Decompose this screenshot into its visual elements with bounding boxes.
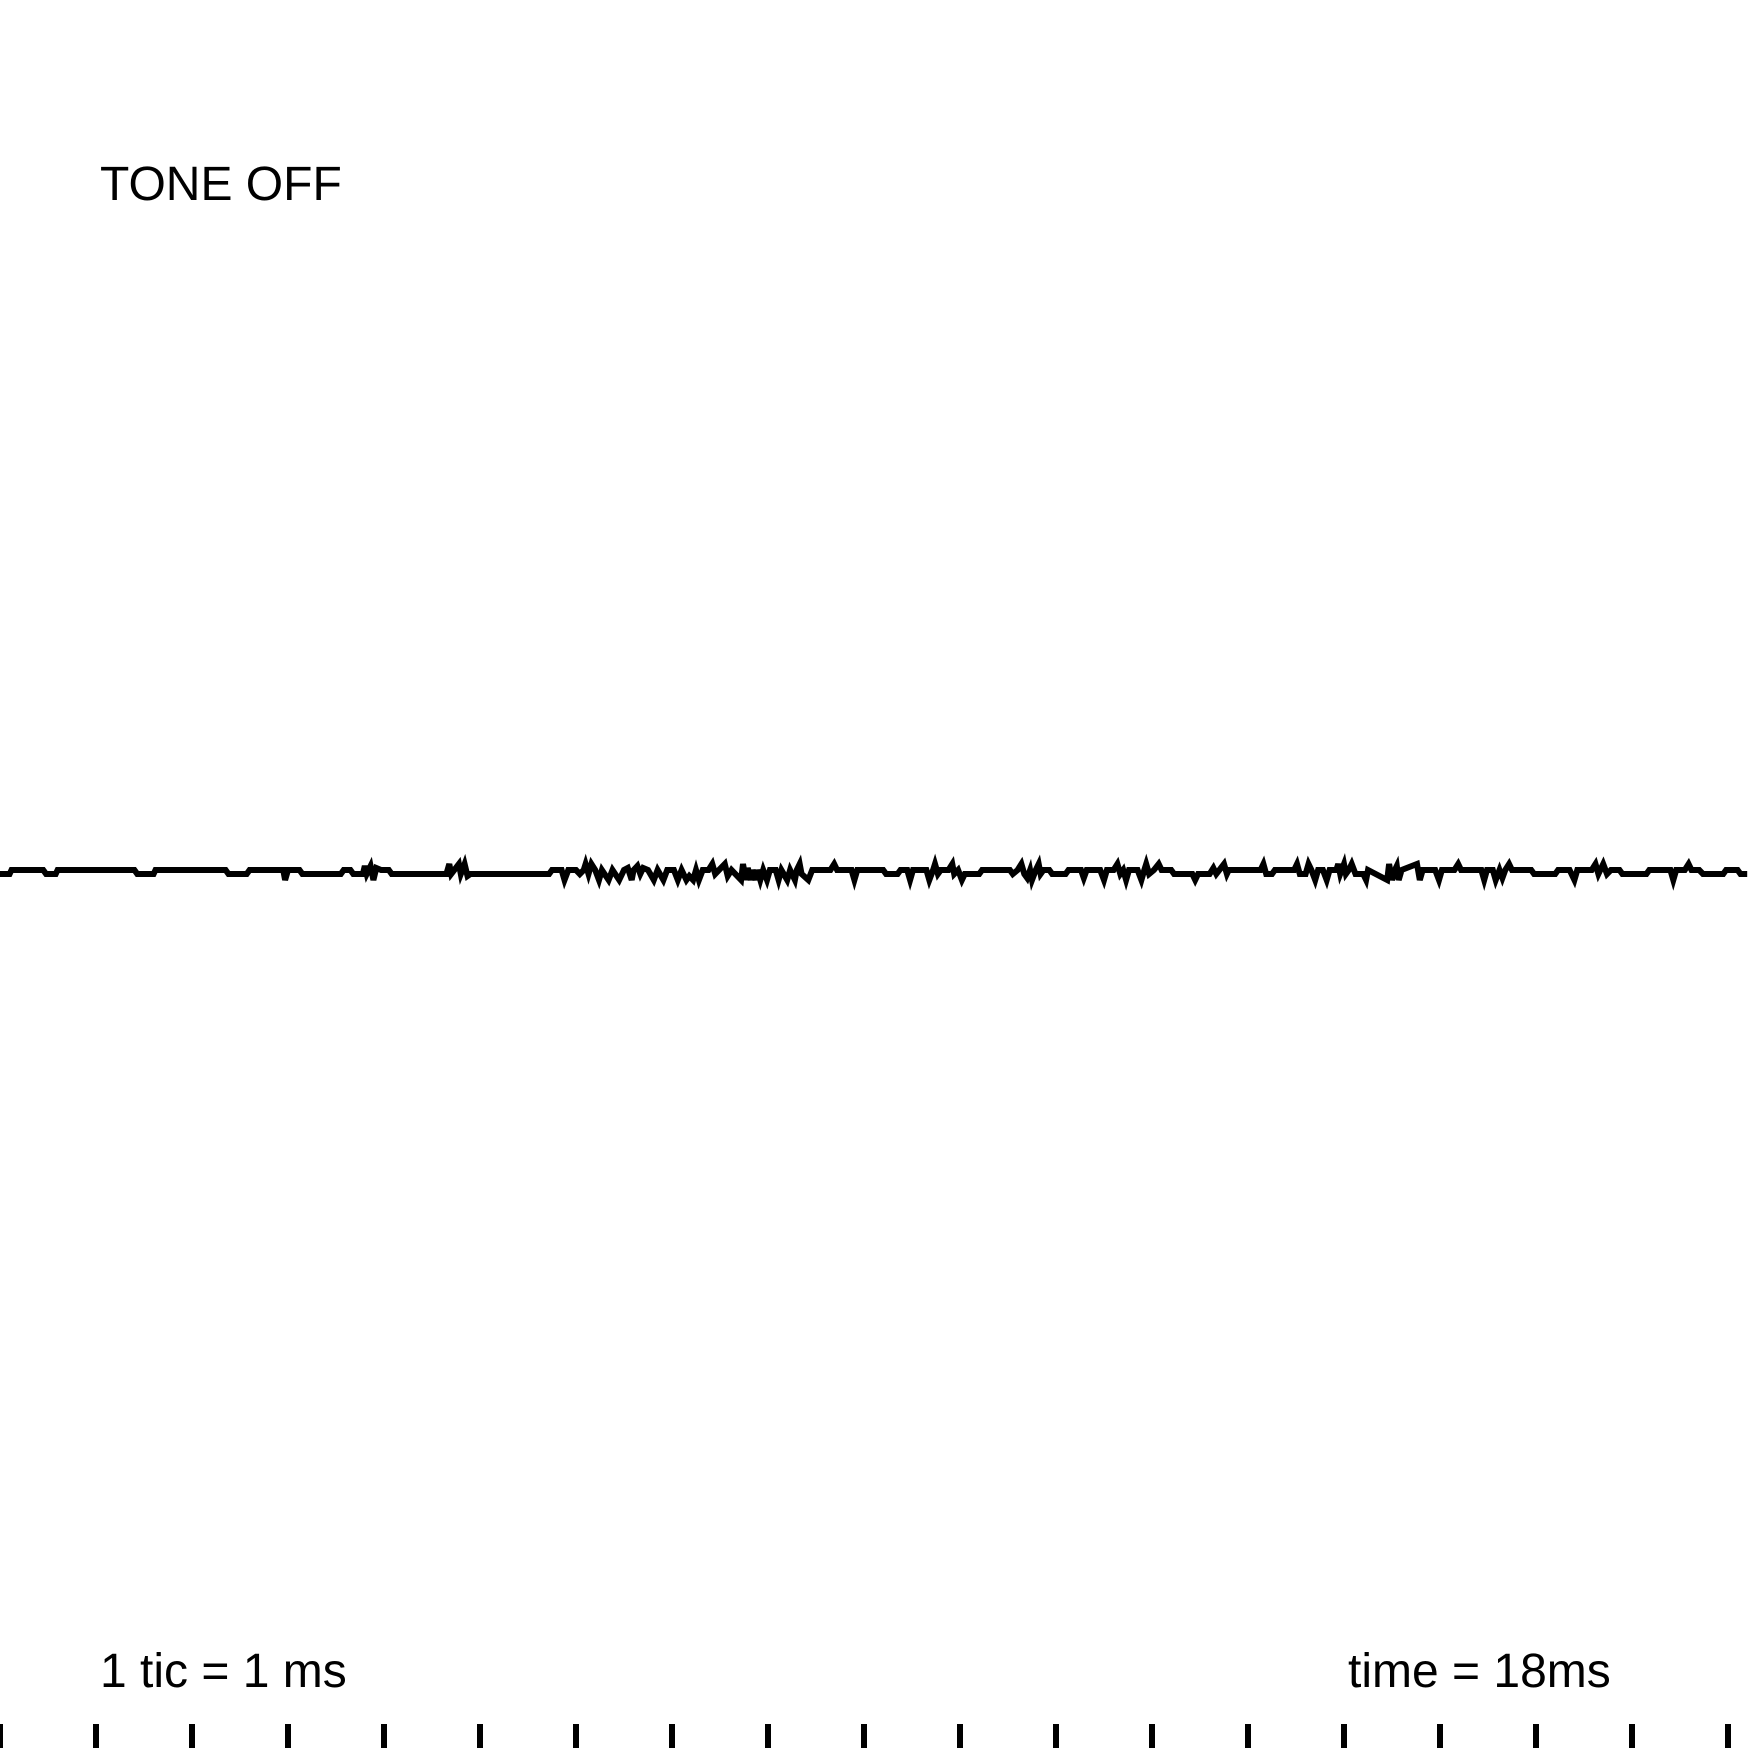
tone-status-label: TONE OFF (100, 158, 342, 211)
tick-scale-label: 1 tic = 1 ms (100, 1645, 347, 1698)
waveform-trace-group (0, 853, 1748, 891)
waveform-trace-0 (0, 853, 1748, 891)
time-axis-ticks (0, 1724, 1731, 1748)
elapsed-time-label: time = 18ms (1348, 1645, 1611, 1698)
